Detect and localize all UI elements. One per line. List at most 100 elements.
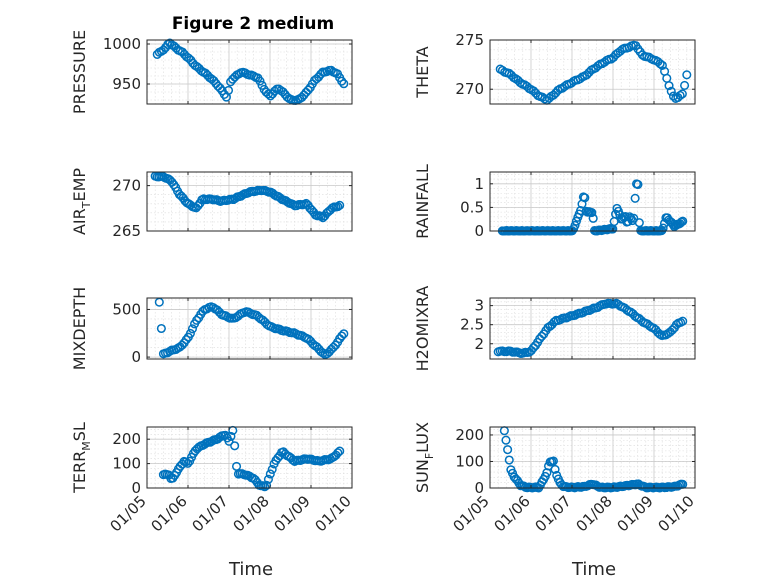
data-point [629,213,639,223]
x-tick-label: 01/08 [573,492,616,535]
subplot-3: 265 270 AIRTEMP [70,168,353,240]
y-tick-label: 3 [474,297,484,315]
data-point [339,79,349,89]
data-point [192,315,202,325]
x-tick-label: 01/07 [189,492,232,535]
x-tick-label: 01/05 [107,492,150,535]
x-tick-label: 01/05 [450,492,493,535]
data-point [633,179,643,190]
x-axis-label-right: Time [571,559,616,580]
data-point [263,474,273,484]
data-point [163,39,173,50]
data-point [655,59,665,69]
data-point [226,431,236,441]
data-point [593,61,603,71]
data-point [664,81,674,91]
y-axis-label: H2OMIXRA [413,286,432,372]
data-point [677,89,687,99]
data-point [580,193,590,203]
axes-frame [146,171,353,232]
data-point [675,90,685,101]
y-axis-label: SUNFLUX [413,422,436,493]
axes-frame [146,39,353,105]
data-point [224,436,234,446]
data-point [333,448,343,458]
data-point [267,464,277,474]
subplot-6: 22.53 H2OMIXRA [413,286,696,372]
y-tick-label: 0 [131,348,141,366]
y-axis-label: PRESSURE [70,30,89,114]
y-tick-label: 950 [112,75,141,93]
data-point [678,316,688,326]
data-point [318,348,328,358]
figure-title: Figure 2 medium [172,14,334,34]
x-tick-label: 01/10 [312,492,355,535]
data-point [249,71,259,81]
data-point [549,90,559,100]
data-point [337,76,347,86]
data-point [339,329,349,339]
axes-frame [489,426,696,489]
data-point [335,446,345,456]
data-point [657,60,667,70]
x-tick-label: 01/09 [271,492,314,535]
y-tick-label: 100 [112,455,141,473]
x-tick-label: 01/10 [655,492,698,535]
axes-frame [146,426,353,489]
x-axis-label-left: Time [228,559,273,580]
subplot-8: 0 100 200 SUNFLUX 01/0501/0601/0701/0801/090… [413,422,698,535]
y-axis-label: MIXDEPTH [70,287,89,370]
data-point [333,202,343,212]
y-tick-label: 2 [474,335,484,353]
y-axis-label: RAINFALL [413,164,432,239]
y-tick-label: 100 [455,452,484,470]
data-point [678,216,688,226]
data-point [230,441,240,451]
subplot-4: 0 0.5 1 RAINFALL [413,164,696,240]
data-point [156,323,166,334]
data-point [682,70,692,80]
data-point [270,86,280,96]
data-point [503,445,513,455]
y-tick-label: 200 [112,430,141,448]
data-point [537,331,547,341]
y-tick-label: 1 [474,175,484,193]
data-point [501,435,511,445]
data-point [587,208,597,218]
y-tick-label: 0 [474,222,484,240]
data-point [260,482,270,492]
data-point [548,456,558,466]
data-point [181,335,191,345]
data-point [668,91,679,101]
data-point [611,209,621,219]
data-point [504,455,514,465]
y-tick-label: 270 [455,80,484,98]
data-point [337,331,347,341]
subplot-1: 950 1000 PRESSURE [70,30,353,114]
axes-frame [489,297,696,360]
axes-frame [146,297,353,360]
y-axis-label: TERRMSL [70,422,93,494]
data-point [181,457,191,467]
axes-frame [489,39,696,105]
x-tick-label: 01/09 [614,492,657,535]
data-point [630,193,640,203]
data-point [550,464,560,474]
y-tick-label: 265 [112,222,141,240]
x-tick-label: 01/06 [148,492,191,535]
data-point [187,324,198,334]
y-tick-label: 0 [474,479,484,497]
y-tick-label: 1000 [103,35,141,53]
data-point [658,223,668,233]
subplot-5: 0 500 MIXDEPTH [70,287,353,370]
data-point [303,85,313,95]
y-tick-label: 200 [455,426,484,444]
y-axis-label: THETA [413,46,432,98]
data-point [575,74,585,84]
data-point [570,220,580,230]
data-point [680,80,690,91]
data-point [265,469,275,479]
subplot-2: 270 275 THETA [413,31,696,105]
x-tick-label: 01/07 [532,492,575,535]
